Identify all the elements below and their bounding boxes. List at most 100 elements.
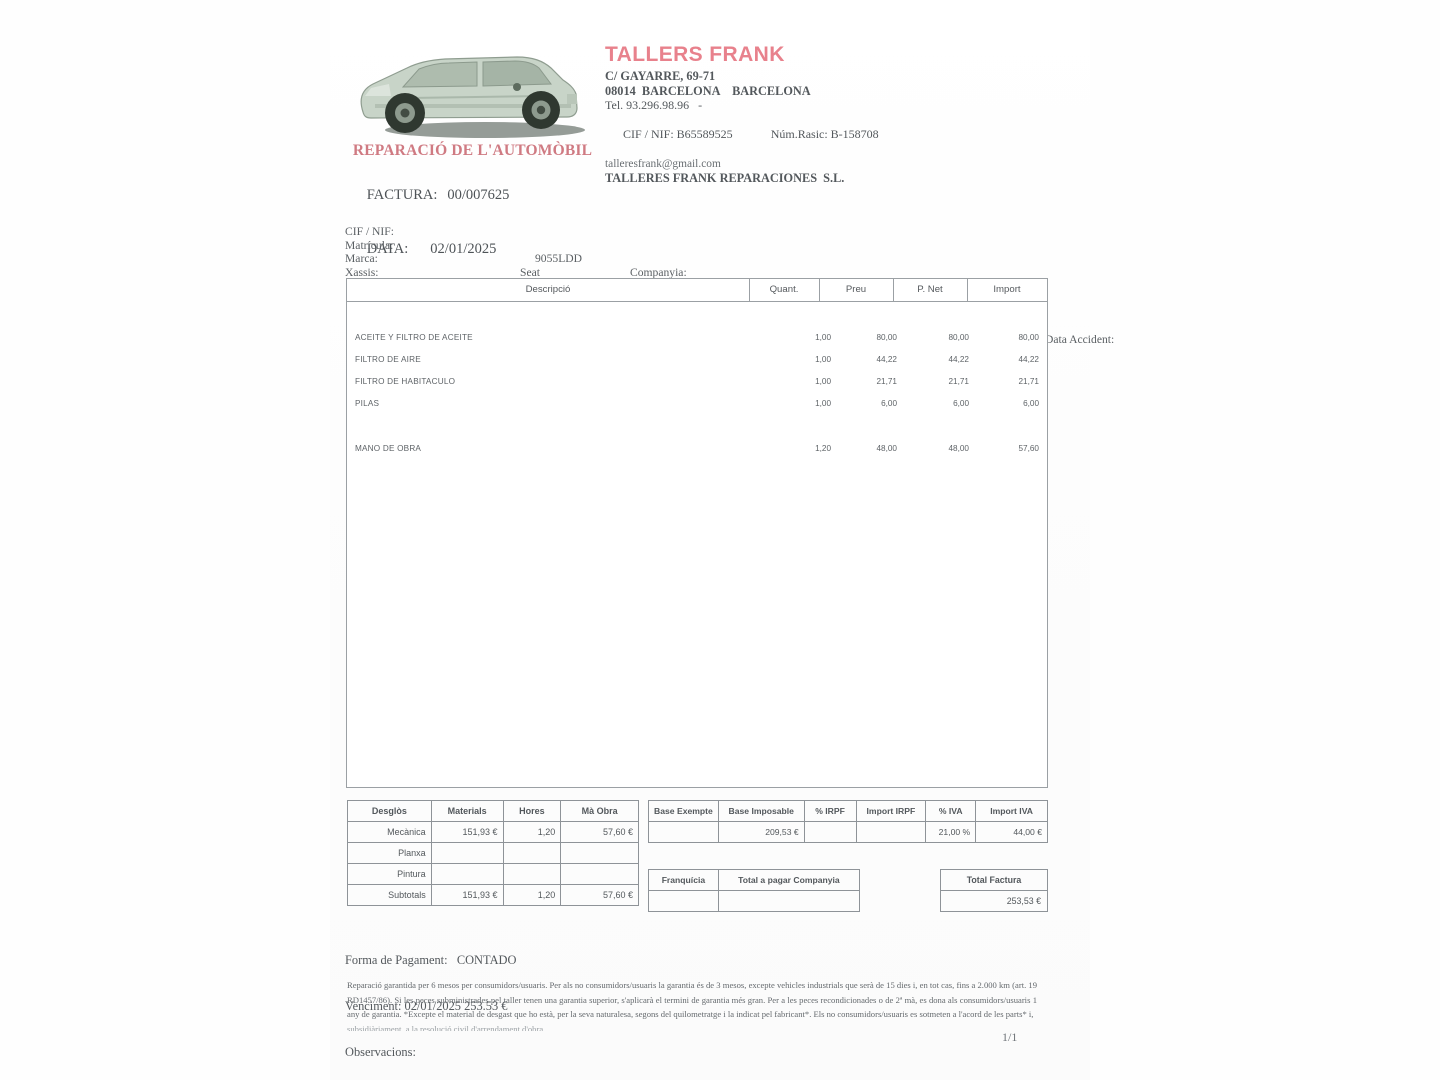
value-base-imposable: 209,53 € (717, 821, 805, 843)
total-table: Total Factura 253,53 € (940, 869, 1048, 912)
breakdown-hores: 1,20 (502, 884, 562, 906)
column-header-pct-irpf: % IRPF (803, 800, 857, 822)
legal-text: Reparació garantida per 6 mesos per cons… (347, 980, 1037, 1020)
column-header-pnet: P. Net (917, 284, 943, 295)
breakdown-label: Pintura (347, 863, 432, 885)
data-value: 02/01/2025 (430, 241, 497, 257)
table-row: 209,53 € 21,00 % 44,00 € (648, 821, 1048, 843)
item-description: MANO DE OBRA (355, 444, 422, 453)
column-header-pct-iva: % IVA (925, 800, 977, 822)
legal-text-clipped: subsidiàriament, a la resolució civil d'… (347, 1023, 546, 1031)
company-logo: REPARACIÓ DE L'AUTOMÒBIL (345, 34, 600, 164)
tax-header-row: Base Exempte Base Imposable % IRPF Impor… (648, 800, 1048, 822)
column-header-import: Import (993, 284, 1021, 295)
xassis-label: Xassis: (345, 265, 379, 279)
table-row: Planxa (347, 842, 639, 864)
vehicle-row-xassis: Xassis: Km: 34108 Pòlissa: Sinistre: Dat… (345, 252, 1114, 346)
column-header-base-imposable: Base Imposable (717, 800, 805, 822)
table-row: Subtotals 151,93 € 1,20 57,60 € (347, 884, 639, 906)
company-phone: Tel. 93.296.98.96 - (605, 98, 703, 113)
table-row: Mecànica 151,93 € 1,20 57,60 € (347, 821, 639, 843)
data-accident-label: Data Accident: (1045, 332, 1115, 346)
value-pct-iva: 21,00 % (925, 821, 977, 843)
breakdown-maobra: 57,60 € (560, 884, 639, 906)
page-number: 1/1 (1002, 1030, 1018, 1044)
item-net-price: 80,00 (948, 333, 970, 342)
breakdown-label: Mecànica (347, 821, 432, 843)
column-header-import-iva: Import IVA (975, 800, 1048, 822)
item-amount: 21,71 (1018, 377, 1040, 386)
item-net-price: 48,00 (948, 444, 970, 453)
value-pct-irpf (803, 821, 857, 843)
vehicle-row-matricula: Matrícula: 9055LDD Companyia: (345, 225, 1045, 279)
matricula-value: 9055LDD (535, 252, 583, 266)
payment-method: Forma de Pagament: CONTADO (345, 952, 517, 967)
item-price: 80,00 (876, 333, 898, 342)
marca-value: Seat (520, 265, 540, 279)
company-info-block: TALLERS FRANK C/ GAYARRE, 69-71 08014 BA… (605, 43, 1025, 186)
table-row: FILTRO DE HABITACULO 1,00 21,71 21,71 21… (347, 374, 1047, 389)
column-header-import-irpf: Import IRPF (855, 800, 927, 822)
item-price: 21,71 (876, 377, 898, 386)
payment-due: Venciment: 02/01/2025 253.53 € (345, 999, 508, 1014)
table-row: Pintura (347, 863, 639, 885)
company-address: C/ GAYARRE, 69-71 (605, 69, 716, 83)
value-franquicia (648, 890, 719, 912)
breakdown-maobra (560, 863, 639, 885)
breakdown-materials (430, 842, 504, 864)
vehicle-row-marca: Marca: Seat Model: Ateca (345, 239, 1045, 305)
item-quantity: 1,20 (815, 444, 831, 453)
column-header-base-exempte: Base Exempte (648, 800, 719, 822)
breakdown-header-row: Desglòs Materials Hores Mà Obra (347, 800, 639, 822)
data-label: DATA: (366, 241, 409, 257)
value-import-irpf (855, 821, 927, 843)
table-row: MANO DE OBRA 1,20 48,00 48,00 57,60 (347, 441, 1047, 456)
item-description: FILTRO DE AIRE (355, 355, 421, 364)
item-description: ACEITE Y FILTRO DE ACEITE (355, 333, 473, 342)
legal-terms: Reparació garantida per 6 mesos per cons… (347, 978, 1037, 1031)
franchise-table: Franquícia Total a pagar Companyia (648, 869, 861, 912)
item-amount: 44,22 (1018, 355, 1040, 364)
vehicle-info-block: CIF / NIF: Matrícula: 9055LDD Companyia:… (345, 212, 1114, 346)
company-registry: Núm.Rasic: B-158708 (770, 127, 879, 142)
payment-info: Forma de Pagament: CONTADO Venciment: 02… (345, 922, 516, 1091)
factura-label: FACTURA: (366, 187, 438, 203)
breakdown-hores (502, 863, 562, 885)
item-net-price: 44,22 (948, 355, 970, 364)
invoice-meta: FACTURA: 00/007625 DATA: 02/01/2025 (345, 168, 510, 276)
column-header-hores: Hores (502, 800, 562, 822)
breakdown-materials: 151,93 € (430, 884, 504, 906)
items-table: Descripció Quant. Preu P. Net Import ACE… (346, 278, 1048, 788)
logo-caption: REPARACIÓ DE L'AUTOMÒBIL (352, 142, 593, 159)
item-quantity: 1,00 (815, 399, 831, 408)
value-base-exempte (648, 821, 719, 843)
item-price: 44,22 (876, 355, 898, 364)
table-row: 253,53 € (940, 890, 1048, 912)
breakdown-label: Subtotals (347, 884, 432, 906)
item-quantity: 1,00 (815, 355, 831, 364)
breakdown-maobra: 57,60 € (560, 821, 639, 843)
column-header-total-companyia: Total a pagar Companyia (717, 869, 861, 891)
column-header-quant: Quant. (769, 284, 799, 295)
item-price: 6,00 (881, 399, 897, 408)
company-cif-nif: CIF / NIF: B65589525 (623, 127, 733, 142)
invoice-number-row: FACTURA: 00/007625 (345, 168, 510, 222)
column-header-materials: Materials (430, 800, 504, 822)
matricula-label: Matrícula: (345, 238, 394, 252)
company-city: 08014 BARCELONA BARCELONA (605, 83, 811, 98)
table-row (648, 890, 861, 912)
marca-label: Marca: (345, 252, 378, 266)
total-header-row: Total Factura (940, 869, 1048, 891)
company-name: TALLERS FRANK (605, 43, 785, 66)
franchise-header-row: Franquícia Total a pagar Companyia (648, 869, 861, 891)
column-header-descripcio: Descripció (525, 284, 571, 295)
company-tax-line: CIF / NIF: B65589525 Núm.Rasic: B-158708 (605, 113, 1025, 157)
table-row: PILAS 1,00 6,00 6,00 6,00 (347, 396, 1047, 411)
breakdown-table: Desglòs Materials Hores Mà Obra Mecànica… (347, 800, 639, 906)
item-amount: 6,00 (1023, 399, 1039, 408)
companyia-label: Companyia: (630, 265, 687, 279)
company-legal-name: TALLERES FRANK REPARACIONES S.L. (605, 171, 845, 186)
column-header-franquicia: Franquícia (648, 869, 719, 891)
items-table-header: Descripció Quant. Preu P. Net Import (347, 279, 1047, 302)
